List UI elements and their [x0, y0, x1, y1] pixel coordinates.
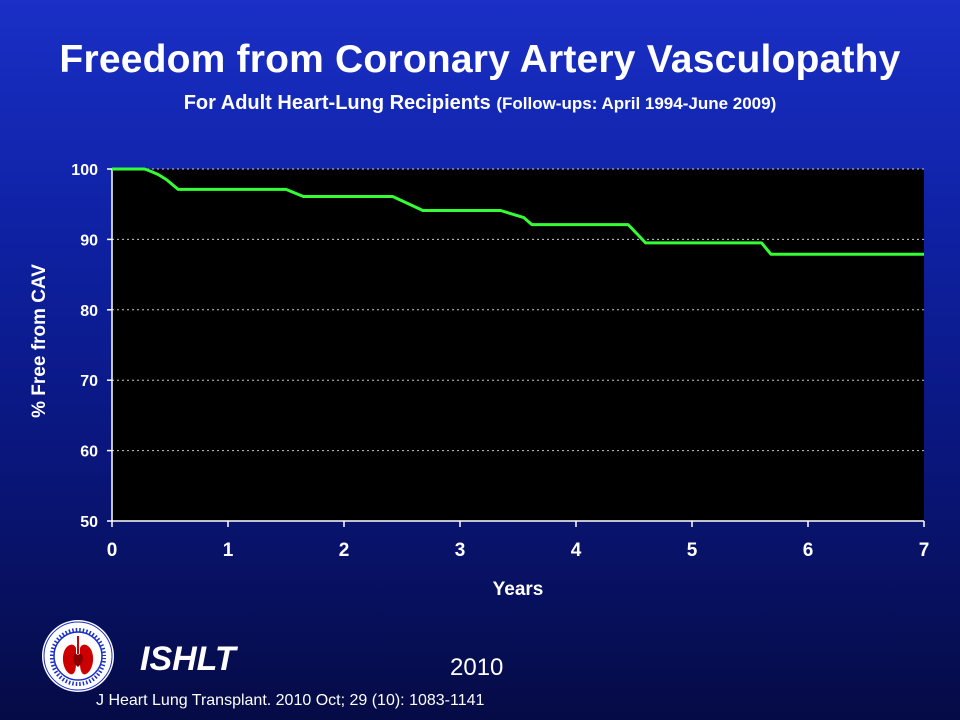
survival-curve-line: [112, 167, 924, 256]
y-axis-label: % Free from CAV: [29, 264, 50, 418]
subtitle-main: For Adult Heart-Lung Recipients: [183, 92, 491, 114]
slide-title: Freedom from Coronary Artery Vasculopath…: [59, 38, 901, 81]
x-tick-label: 5: [687, 540, 698, 561]
grid-lines: [112, 168, 924, 452]
subtitle-date-range: (Follow-ups: April 1994-June 2009): [496, 94, 777, 113]
tick-labels: 50 60 70 80 90 100 0 1 2 3 4 5 6 7: [71, 162, 929, 561]
plot-area: [112, 169, 924, 521]
y-tick-label: 100: [71, 162, 98, 179]
ishlt-logo-icon: [42, 620, 114, 692]
x-axis-label: Years: [493, 579, 544, 600]
org-label: ISHLT: [140, 640, 236, 678]
x-tick-label: 3: [455, 540, 466, 561]
x-tick-label: 1: [223, 540, 234, 561]
year-label: 2010: [450, 654, 504, 681]
x-tick-label: 7: [919, 540, 930, 561]
y-tick-label: 70: [80, 373, 98, 390]
x-tick-label: 2: [339, 540, 350, 561]
y-tick-label: 50: [80, 514, 98, 531]
y-tick-label: 80: [80, 303, 98, 320]
x-tick-label: 0: [107, 540, 118, 561]
axes: [107, 168, 925, 527]
y-tick-label: 90: [80, 232, 98, 249]
slide-subtitle: For Adult Heart-Lung Recipients (Follow-…: [0, 92, 960, 115]
citation-text: J Heart Lung Transplant. 2010 Oct; 29 (1…: [96, 692, 485, 709]
y-tick-label: 60: [80, 444, 98, 461]
x-tick-label: 6: [803, 540, 814, 561]
series-layer: [112, 167, 924, 256]
x-tick-label: 4: [571, 540, 582, 561]
